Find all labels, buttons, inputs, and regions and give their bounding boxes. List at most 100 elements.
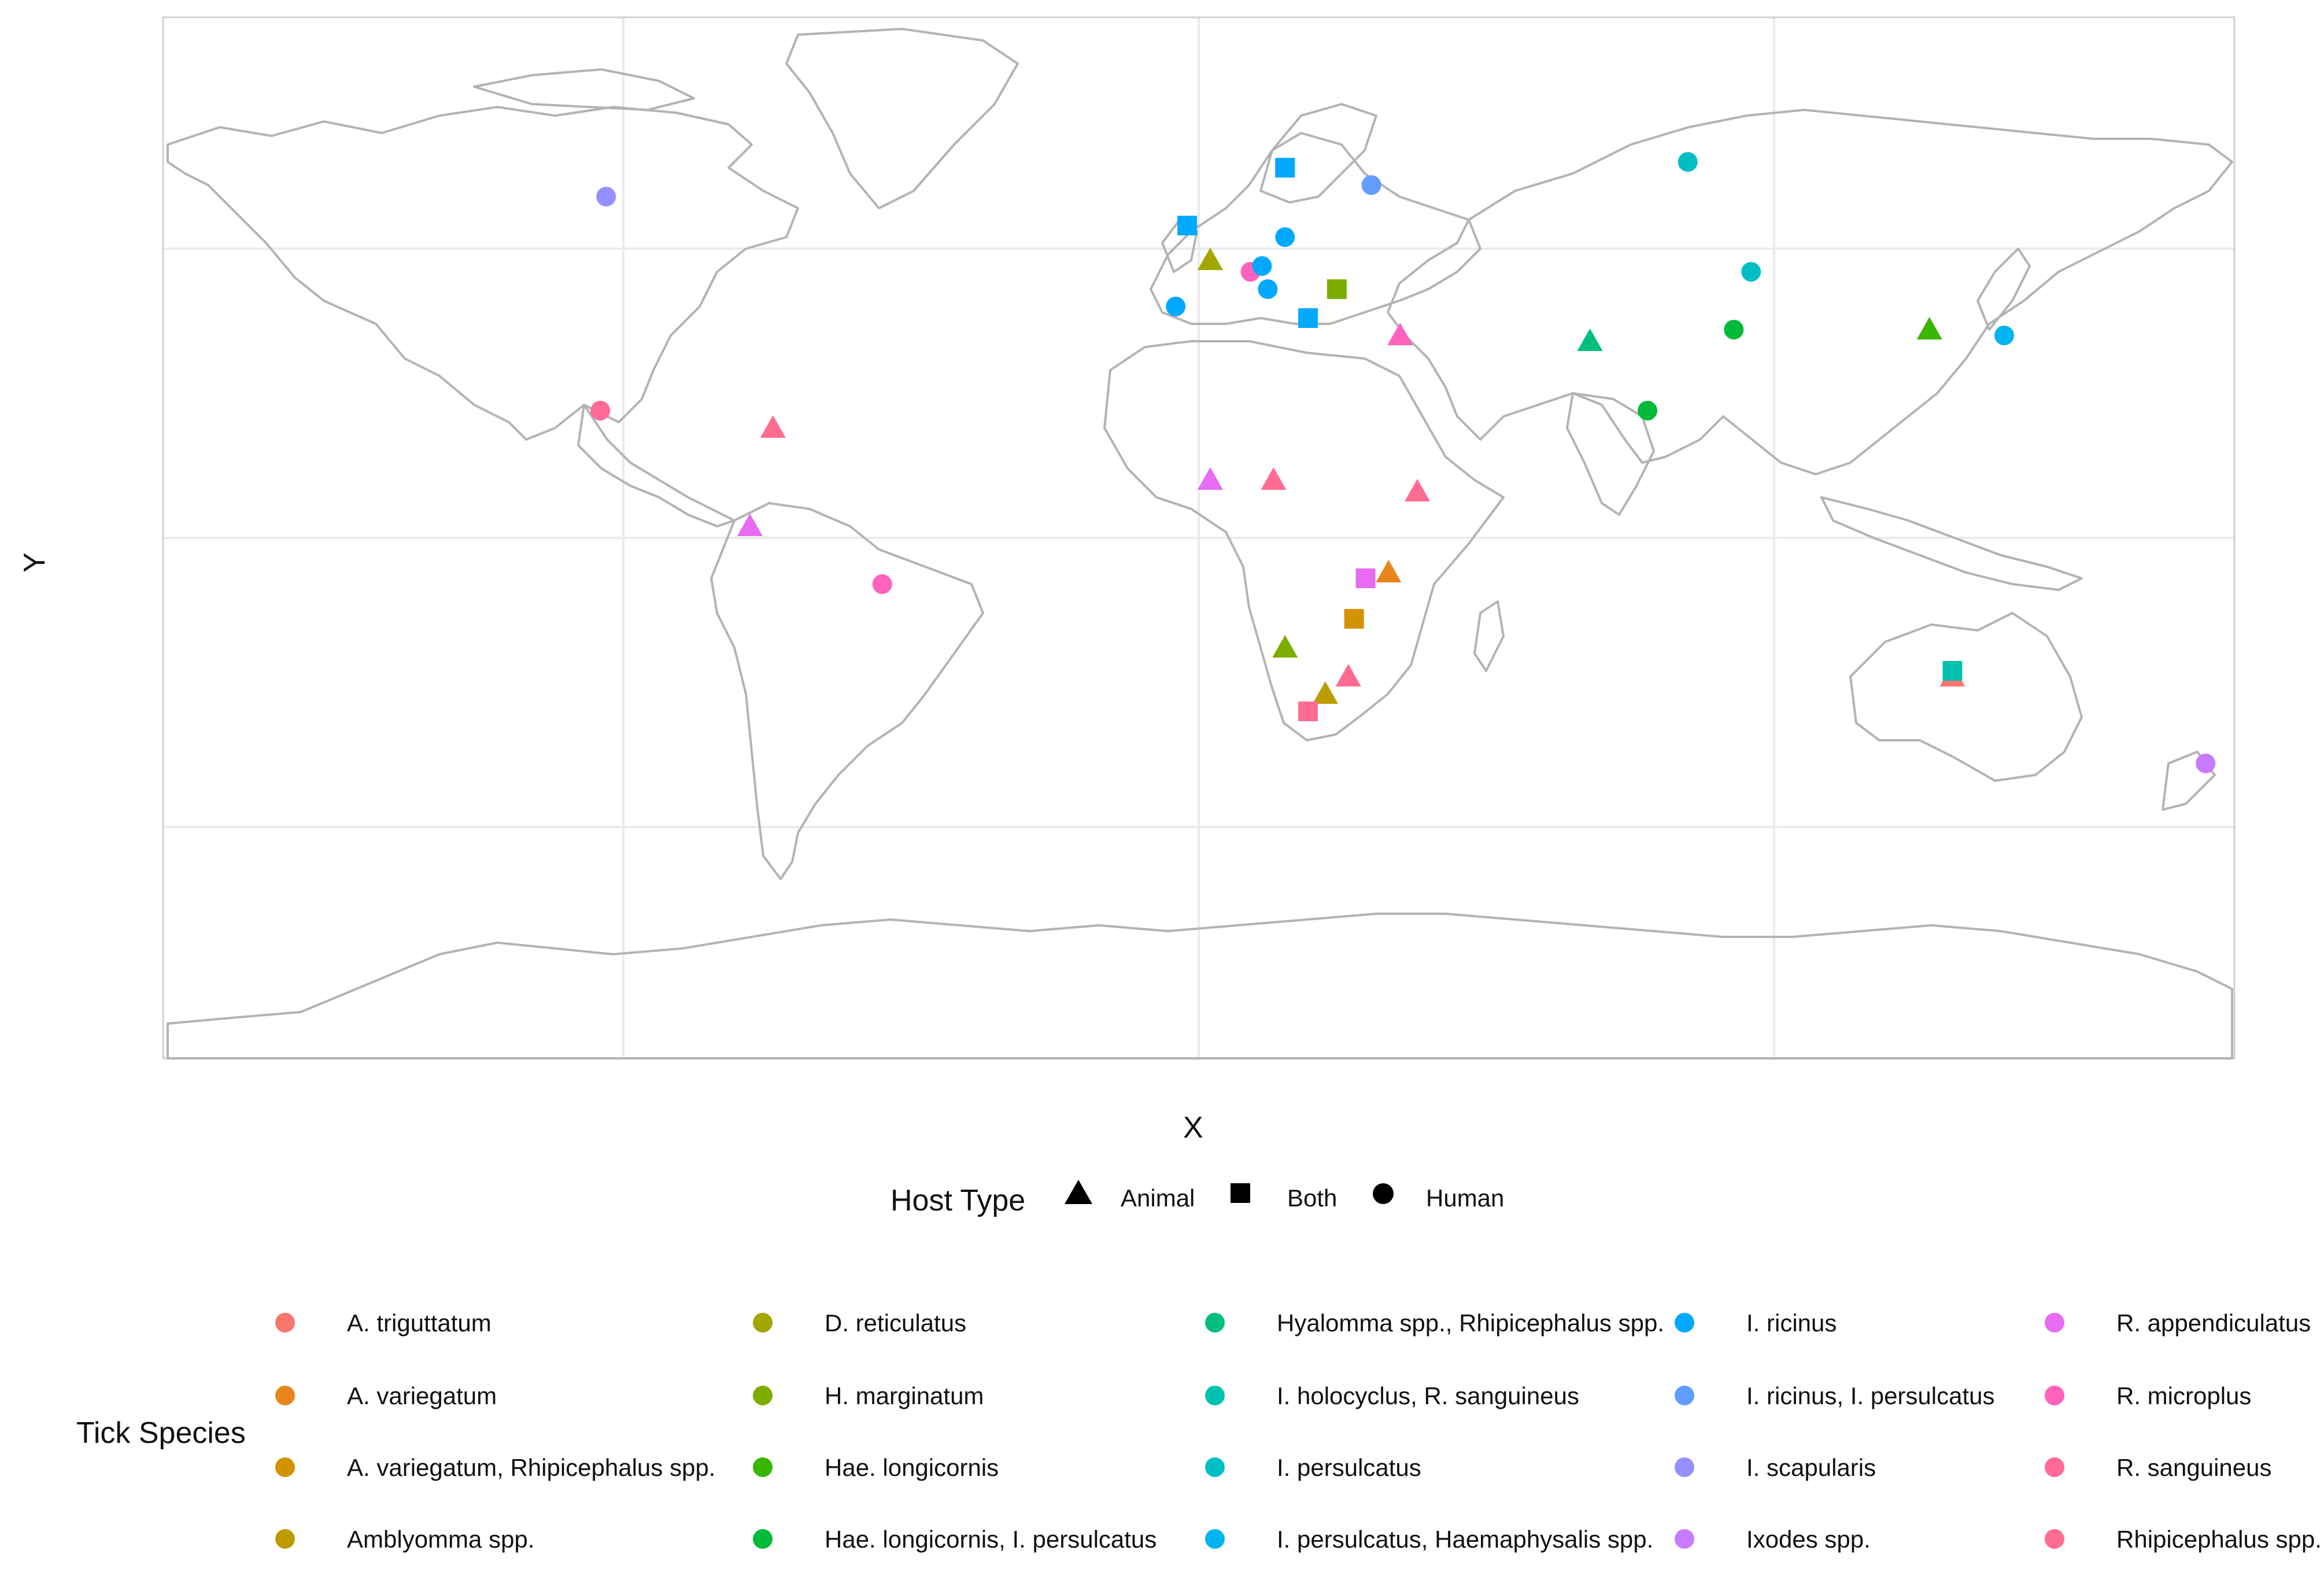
map-point bbox=[596, 187, 616, 206]
species-legend-swatch bbox=[275, 1386, 295, 1405]
species-legend-swatch bbox=[1205, 1313, 1225, 1332]
species-legend-label: I. persulcatus bbox=[1277, 1454, 1421, 1481]
africa bbox=[1103, 340, 1505, 741]
square-icon bbox=[1231, 1183, 1250, 1203]
species-legend-swatch bbox=[2045, 1313, 2064, 1332]
species-legend-label: I. holocyclus, R. sanguineus bbox=[1277, 1382, 1579, 1409]
species-legend-label: H. marginatum bbox=[825, 1382, 984, 1409]
map-point bbox=[1387, 323, 1413, 345]
map-point bbox=[737, 514, 763, 536]
scandinavia bbox=[1259, 103, 1377, 204]
species-legend-label: I. ricinus, I. persulcatus bbox=[1746, 1382, 1995, 1409]
species-legend-label: Hae. longicornis bbox=[825, 1454, 999, 1481]
map-point bbox=[1197, 248, 1223, 270]
x-axis-title: X bbox=[1183, 1111, 1203, 1145]
species-legend-swatch bbox=[1205, 1529, 1225, 1549]
asia bbox=[1387, 109, 2233, 475]
map-point bbox=[1344, 609, 1364, 629]
species-legend-label: A. variegatum bbox=[347, 1382, 497, 1409]
antarctica bbox=[167, 913, 2233, 1059]
species-legend-swatch bbox=[2045, 1529, 2064, 1549]
host-legend-title: Host Type bbox=[891, 1184, 1026, 1217]
map-point bbox=[590, 401, 611, 420]
map-point bbox=[1994, 326, 2014, 345]
japan bbox=[1976, 248, 2031, 331]
species-legend-swatch bbox=[2045, 1457, 2064, 1477]
map-point bbox=[1335, 664, 1361, 686]
world-map-plot bbox=[162, 16, 2236, 1059]
species-legend-swatch bbox=[275, 1529, 295, 1549]
greenland bbox=[785, 28, 1019, 209]
north-america bbox=[167, 106, 799, 441]
great-britain bbox=[1161, 219, 1198, 273]
map-point bbox=[1361, 175, 1381, 195]
map-point bbox=[1916, 317, 1942, 339]
map-point bbox=[1577, 328, 1603, 351]
host-legend-label-both: Both bbox=[1287, 1184, 1337, 1212]
map-point bbox=[1741, 262, 1761, 282]
india bbox=[1566, 392, 1655, 516]
species-legend-label: R. microplus bbox=[2116, 1382, 2252, 1409]
map-point bbox=[1166, 297, 1186, 316]
map-point bbox=[1724, 320, 1744, 339]
plot-panel-border bbox=[162, 16, 2236, 1059]
species-legend-label: A. variegatum, Rhipicephalus spp. bbox=[347, 1454, 716, 1481]
map-point bbox=[1298, 702, 1318, 721]
species-legend-swatch bbox=[753, 1386, 773, 1405]
australia bbox=[1849, 612, 2083, 782]
species-legend-label: R. appendiculatus bbox=[2116, 1309, 2311, 1337]
map-points-layer bbox=[590, 152, 2216, 773]
species-legend-title: Tick Species bbox=[76, 1416, 246, 1450]
species-legend-label: A. triguttatum bbox=[347, 1309, 492, 1337]
map-point bbox=[1197, 467, 1223, 490]
species-legend-label: Rhipicephalus spp. bbox=[2116, 1526, 2322, 1553]
map-point bbox=[1376, 560, 1402, 582]
map-point bbox=[1355, 568, 1376, 588]
new-zealand bbox=[2162, 751, 2216, 811]
map-point bbox=[1405, 479, 1431, 501]
species-legend-label: I. scapularis bbox=[1746, 1454, 1876, 1481]
map-point bbox=[1177, 216, 1198, 235]
triangle-icon bbox=[1065, 1180, 1092, 1204]
map-point bbox=[1275, 227, 1295, 247]
map-point bbox=[1312, 681, 1338, 704]
species-legend-label: Hyalomma spp., Rhipicephalus spp. bbox=[1277, 1309, 1664, 1337]
land-outlines bbox=[167, 28, 2233, 1059]
madagascar bbox=[1473, 600, 1505, 672]
map-point bbox=[1942, 661, 1963, 681]
species-legend-swatch bbox=[1675, 1313, 1694, 1332]
species-legend-swatch bbox=[2045, 1386, 2064, 1405]
map-point bbox=[1298, 308, 1318, 328]
species-legend-label: I. persulcatus, Haemaphysalis spp. bbox=[1277, 1526, 1654, 1553]
species-legend-label: I. ricinus bbox=[1746, 1309, 1837, 1337]
species-legend-label: D. reticulatus bbox=[825, 1309, 967, 1337]
canadian-arctic bbox=[473, 68, 695, 111]
map-point bbox=[2196, 754, 2216, 773]
species-legend-swatch bbox=[1675, 1457, 1694, 1477]
y-axis-title: Y bbox=[18, 552, 51, 573]
host-legend-label-animal: Animal bbox=[1121, 1184, 1195, 1212]
species-legend-swatch bbox=[1675, 1529, 1694, 1549]
circle-icon bbox=[1373, 1183, 1394, 1204]
europe bbox=[1150, 132, 1481, 325]
species-legend-swatch bbox=[275, 1457, 295, 1477]
species-legend-swatch bbox=[1205, 1386, 1225, 1405]
southeast-asia-islands bbox=[1820, 496, 2083, 591]
species-legend-label: Ixodes spp. bbox=[1746, 1526, 1871, 1553]
map-point bbox=[1261, 467, 1287, 490]
species-legend-label: Amblyomma spp. bbox=[347, 1526, 535, 1553]
species-legend-label: Hae. longicornis, I. persulcatus bbox=[825, 1526, 1157, 1553]
map-point bbox=[760, 415, 786, 438]
map-point bbox=[1258, 279, 1278, 299]
central-america bbox=[577, 404, 736, 527]
grid-lines bbox=[163, 17, 2234, 1058]
south-america bbox=[710, 502, 984, 880]
map-point bbox=[872, 574, 892, 594]
species-legend-swatch bbox=[753, 1529, 773, 1549]
species-legend-label: R. sanguineus bbox=[2116, 1454, 2272, 1481]
species-legend-swatch bbox=[1205, 1457, 1225, 1477]
map-point bbox=[1272, 635, 1298, 658]
map-point bbox=[1638, 401, 1658, 420]
map-point bbox=[1327, 279, 1347, 299]
species-legend-swatch bbox=[753, 1457, 773, 1477]
